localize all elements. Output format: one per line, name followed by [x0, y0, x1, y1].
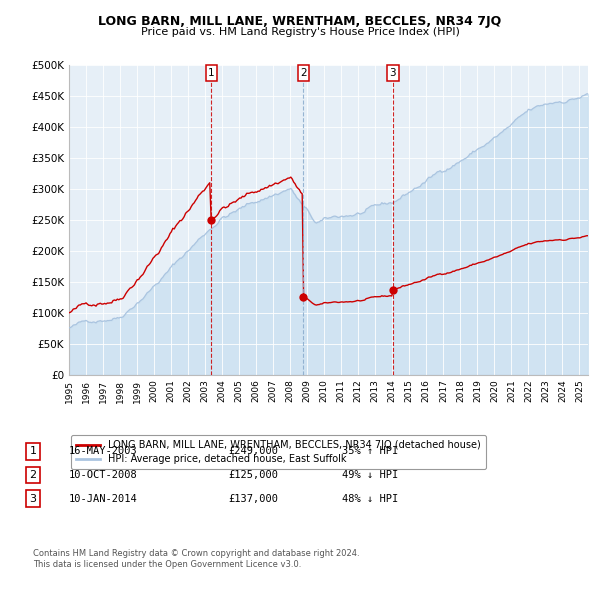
Text: £137,000: £137,000 — [228, 494, 278, 503]
Text: 49% ↓ HPI: 49% ↓ HPI — [342, 470, 398, 480]
Text: 35% ↑ HPI: 35% ↑ HPI — [342, 447, 398, 456]
Text: £125,000: £125,000 — [228, 470, 278, 480]
Text: Contains HM Land Registry data © Crown copyright and database right 2024.: Contains HM Land Registry data © Crown c… — [33, 549, 359, 558]
Text: 3: 3 — [389, 68, 396, 78]
Text: 1: 1 — [208, 68, 215, 78]
Text: Price paid vs. HM Land Registry's House Price Index (HPI): Price paid vs. HM Land Registry's House … — [140, 27, 460, 37]
Legend: LONG BARN, MILL LANE, WRENTHAM, BECCLES, NR34 7JQ (detached house), HPI: Average: LONG BARN, MILL LANE, WRENTHAM, BECCLES,… — [71, 435, 486, 469]
Text: 10-OCT-2008: 10-OCT-2008 — [69, 470, 138, 480]
Text: 10-JAN-2014: 10-JAN-2014 — [69, 494, 138, 503]
Text: £249,000: £249,000 — [228, 447, 278, 456]
Text: 2: 2 — [29, 470, 37, 480]
Text: 2: 2 — [300, 68, 307, 78]
Text: 3: 3 — [29, 494, 37, 503]
Text: LONG BARN, MILL LANE, WRENTHAM, BECCLES, NR34 7JQ: LONG BARN, MILL LANE, WRENTHAM, BECCLES,… — [98, 15, 502, 28]
Text: 48% ↓ HPI: 48% ↓ HPI — [342, 494, 398, 503]
Text: 16-MAY-2003: 16-MAY-2003 — [69, 447, 138, 456]
Text: 1: 1 — [29, 447, 37, 456]
Text: This data is licensed under the Open Government Licence v3.0.: This data is licensed under the Open Gov… — [33, 560, 301, 569]
